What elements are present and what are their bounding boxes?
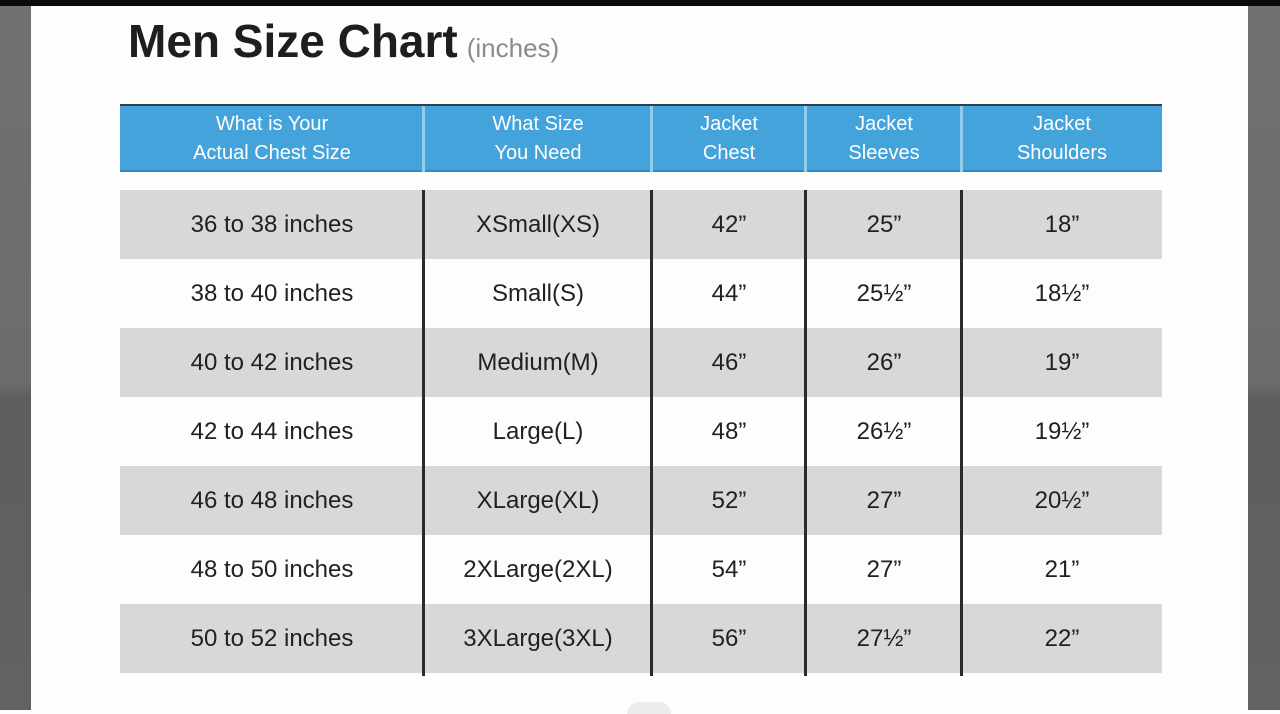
table-row: 50 to 52 inches 3XLarge(3XL) 56” 27½” 22… xyxy=(120,604,1162,673)
table-body: 36 to 38 inches XSmall(XS) 42” 25” 18” 3… xyxy=(120,190,1162,676)
table-cell: 36 to 38 inches xyxy=(190,210,354,238)
table-cell: 19” xyxy=(1044,348,1080,376)
header-column-divider xyxy=(422,106,425,172)
table-cell: 44” xyxy=(711,279,747,307)
header-column-divider xyxy=(804,106,807,172)
column-header-size-needed: What Size You Need xyxy=(424,106,652,172)
table-cell: 3XLarge(3XL) xyxy=(463,624,613,652)
table-row: 36 to 38 inches XSmall(XS) 42” 25” 18” xyxy=(120,190,1162,259)
table-cell: 25½” xyxy=(856,279,912,307)
table-row: 42 to 44 inches Large(L) 48” 26½” 19½” xyxy=(120,397,1162,466)
column-header-chest-size: What is Your Actual Chest Size xyxy=(120,106,424,172)
table-cell: XLarge(XL) xyxy=(476,486,600,514)
table-cell: 42 to 44 inches xyxy=(190,417,354,445)
table-cell: 46 to 48 inches xyxy=(190,486,354,514)
table-cell: 48 to 50 inches xyxy=(190,555,354,583)
table-cell: 50 to 52 inches xyxy=(190,624,354,652)
header-line: Shoulders xyxy=(1016,142,1108,164)
table-row: 46 to 48 inches XLarge(XL) 52” 27” 20½” xyxy=(120,466,1162,535)
header-line: You Need xyxy=(494,142,582,164)
size-chart-table: What is Your Actual Chest Size What Size… xyxy=(120,104,1162,676)
table-cell: 26½” xyxy=(856,417,912,445)
table-cell: 27½” xyxy=(856,624,912,652)
table-cell: XSmall(XS) xyxy=(475,210,601,238)
header-line: Sleeves xyxy=(848,142,920,164)
table-cell: 40 to 42 inches xyxy=(190,348,354,376)
table-row: 48 to 50 inches 2XLarge(2XL) 54” 27” 21” xyxy=(120,535,1162,604)
table-cell: 18½” xyxy=(1034,279,1090,307)
table-cell: 20½” xyxy=(1034,486,1090,514)
table-row: 38 to 40 inches Small(S) 44” 25½” 18½” xyxy=(120,259,1162,328)
table-cell: 18” xyxy=(1044,210,1080,238)
table-header-row: What is Your Actual Chest Size What Size… xyxy=(120,104,1162,172)
table-cell: 26” xyxy=(866,348,902,376)
page-title-unit-suffix: (inches) xyxy=(466,33,560,63)
page-title: Men Size Chart (inches) xyxy=(128,14,559,68)
table-cell: Large(L) xyxy=(492,417,584,445)
table-cell: 2XLarge(2XL) xyxy=(463,555,613,583)
body-column-divider xyxy=(804,190,807,676)
table-cell: 27” xyxy=(866,486,902,514)
table-cell: 46” xyxy=(711,348,747,376)
right-edge-bar xyxy=(1248,0,1280,710)
table-cell: 54” xyxy=(711,555,747,583)
bottom-cropped-mark xyxy=(627,702,671,714)
table-cell: 21” xyxy=(1044,555,1080,583)
page-title-text: Men Size Chart xyxy=(128,15,458,67)
table-cell: 22” xyxy=(1044,624,1080,652)
table-cell: 38 to 40 inches xyxy=(190,279,354,307)
column-header-jacket-shoulders: Jacket Shoulders xyxy=(962,106,1162,172)
table-cell: Medium(M) xyxy=(477,348,599,376)
table-row: 40 to 42 inches Medium(M) 46” 26” 19” xyxy=(120,328,1162,397)
header-line: Chest xyxy=(702,142,756,164)
table-cell: Small(S) xyxy=(491,279,584,307)
table-cell: 42” xyxy=(711,210,747,238)
header-line: Actual Chest Size xyxy=(193,142,351,164)
top-letterbox-bar xyxy=(0,0,1280,6)
header-column-divider xyxy=(960,106,963,172)
table-cell: 56” xyxy=(711,624,747,652)
header-line: Jacket xyxy=(855,113,913,135)
column-header-jacket-chest: Jacket Chest xyxy=(652,106,806,172)
header-line: Jacket xyxy=(700,113,758,135)
header-column-divider xyxy=(650,106,653,172)
body-column-divider xyxy=(960,190,963,676)
body-column-divider xyxy=(422,190,425,676)
table-cell: 19½” xyxy=(1034,417,1090,445)
header-line: What is Your xyxy=(215,113,329,135)
table-cell: 25” xyxy=(866,210,902,238)
column-header-jacket-sleeves: Jacket Sleeves xyxy=(806,106,962,172)
table-cell: 27” xyxy=(866,555,902,583)
body-column-divider xyxy=(650,190,653,676)
header-line: What Size xyxy=(492,113,584,135)
table-cell: 52” xyxy=(711,486,747,514)
header-line: Jacket xyxy=(1033,113,1091,135)
table-cell: 48” xyxy=(711,417,747,445)
left-edge-bar xyxy=(0,0,31,710)
